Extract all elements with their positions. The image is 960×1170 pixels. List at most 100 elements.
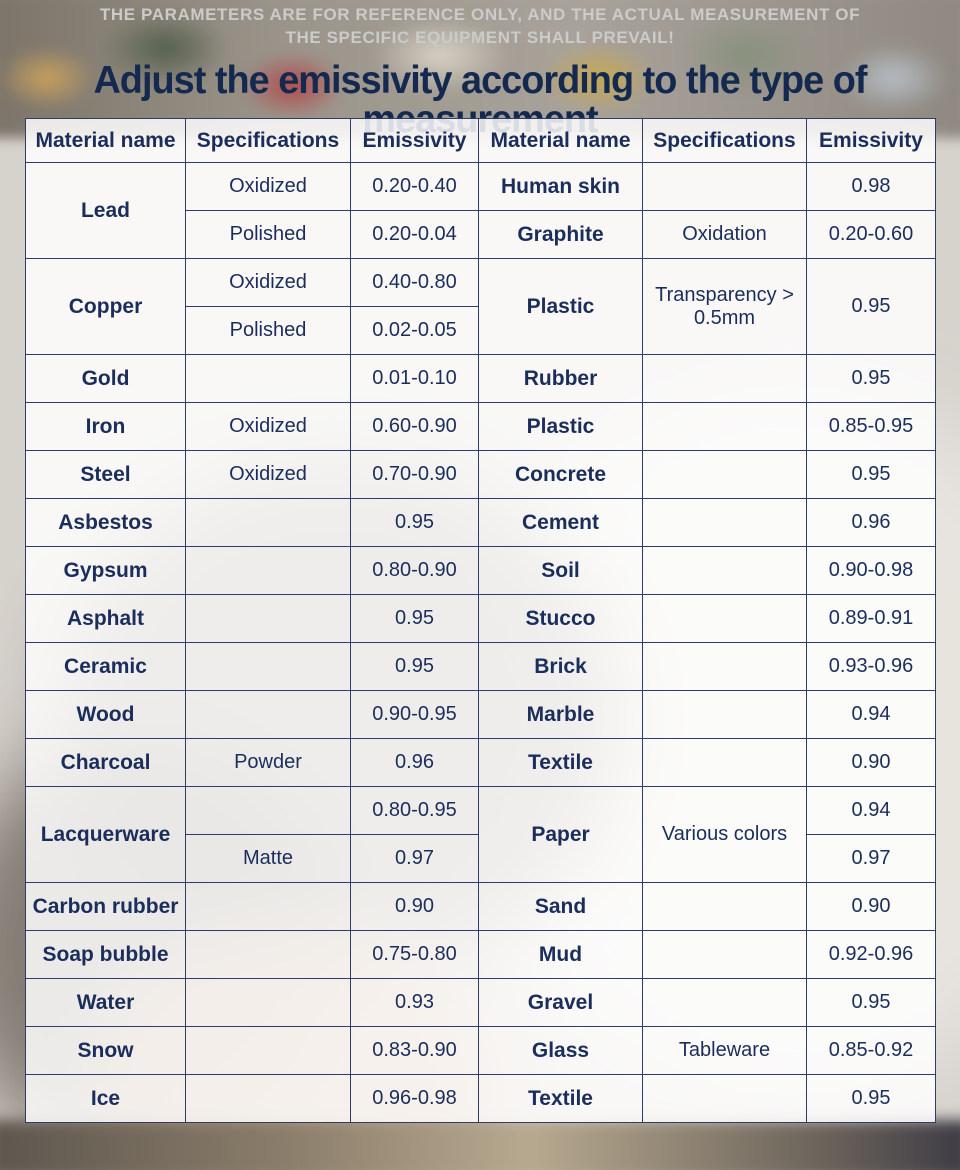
value-cell: 0.90: [806, 738, 936, 787]
value-cell: 0.83-0.90: [350, 1026, 479, 1075]
table-header-row: Material name Specifications Emissivity Mat…: [25, 118, 936, 163]
table-row: Ceramic 0.95 Brick 0.93-0.96: [25, 642, 936, 691]
table-row: Polished 0.02-0.05: [26, 306, 936, 355]
spec-cell: [642, 594, 807, 643]
spec-cell: [185, 546, 351, 595]
value-cell: 0.96-0.98: [350, 1074, 479, 1123]
spec-cell: [642, 546, 807, 595]
spec-cell: [642, 930, 807, 979]
value-cell: 0.89-0.91: [806, 594, 936, 643]
material-cell: Soil: [478, 546, 643, 595]
table-row: Asbestos 0.95 Cement 0.96: [25, 498, 936, 547]
spec-cell: [642, 402, 807, 451]
table-row: Water 0.93 Gravel 0.95: [25, 978, 936, 1027]
material-cell: Gravel: [478, 978, 643, 1027]
value-cell: 0.90-0.98: [806, 546, 936, 595]
table-row: Lead Oxidized 0.20-0.40 Human skin 0.98: [25, 162, 936, 259]
column-header: Material name: [478, 118, 643, 163]
value-cell: 0.97: [806, 834, 936, 883]
spec-cell: Oxidation: [642, 210, 807, 259]
table-row: Soap bubble 0.75-0.80 Mud 0.92-0.96: [25, 930, 936, 979]
table-row: Gypsum 0.80-0.90 Soil 0.90-0.98: [25, 546, 936, 595]
table-row: Asphalt 0.95 Stucco 0.89-0.91: [25, 594, 936, 643]
spec-cell: Tableware: [642, 1026, 807, 1075]
spec-cell: [642, 498, 807, 547]
disclaimer-line-1: THE PARAMETERS ARE FOR REFERENCE ONLY, A…: [99, 5, 861, 24]
material-cell: Steel: [25, 450, 186, 499]
table-row: Charcoal Powder 0.96 Textile 0.90: [25, 738, 936, 787]
spec-cell: Various colors: [642, 786, 807, 883]
material-cell: Ceramic: [25, 642, 186, 691]
spec-cell: [642, 978, 807, 1027]
column-header: Emissivity: [350, 118, 479, 163]
spec-cell: Polished: [185, 306, 351, 355]
material-cell: Gypsum: [25, 546, 186, 595]
material-cell: Stucco: [478, 594, 643, 643]
material-cell: Brick: [478, 642, 643, 691]
spec-cell: [185, 690, 351, 739]
value-cell: 0.95: [806, 354, 936, 403]
disclaimer: THE PARAMETERS ARE FOR REFERENCE ONLY, A…: [0, 4, 960, 50]
value-cell: 0.98: [806, 162, 936, 211]
value-cell: 0.95: [350, 642, 479, 691]
value-cell: 0.95: [806, 978, 936, 1027]
background-circuit-boards: [0, 0, 960, 138]
spec-cell: Oxidized: [185, 450, 351, 499]
material-cell: Cement: [478, 498, 643, 547]
table-row: Ice 0.96-0.98 Textile 0.95: [25, 1074, 936, 1123]
column-header: Specifications: [185, 118, 351, 163]
material-cell: Wood: [25, 690, 186, 739]
value-cell: 0.96: [350, 738, 479, 787]
material-cell: Mud: [478, 930, 643, 979]
material-cell: Graphite: [478, 210, 643, 259]
spec-cell: [642, 738, 807, 787]
value-cell: 0.95: [806, 1074, 936, 1123]
spec-cell: Polished: [185, 210, 351, 259]
value-cell: 0.95: [350, 594, 479, 643]
value-cell: 0.85-0.92: [806, 1026, 936, 1075]
material-cell: Lacquerware: [25, 786, 186, 883]
value-cell: 0.94: [806, 690, 936, 739]
table-row: Matte 0.97 0.97: [26, 834, 936, 883]
spec-cell: [185, 642, 351, 691]
spec-cell: [185, 1026, 351, 1075]
spec-cell: [642, 642, 807, 691]
emissivity-table: Material name Specifications Emissivity Mat…: [25, 118, 936, 1123]
spec-cell: [642, 1074, 807, 1123]
spec-cell: [642, 354, 807, 403]
column-header: Emissivity: [806, 118, 936, 163]
spec-cell: Oxidized: [185, 162, 351, 211]
table-row: Iron Oxidized 0.60-0.90 Plastic 0.85-0.95: [25, 402, 936, 451]
value-cell: 0.20-0.40: [350, 162, 479, 211]
material-cell: Iron: [25, 402, 186, 451]
value-cell: 0.01-0.10: [350, 354, 479, 403]
material-cell: Asphalt: [25, 594, 186, 643]
value-cell: 0.02-0.05: [350, 306, 479, 355]
material-cell: Marble: [478, 690, 643, 739]
value-cell: 0.20-0.04: [350, 210, 479, 259]
value-cell: 0.20-0.60: [806, 210, 936, 259]
table-row: Copper Oxidized 0.40-0.80 Plastic Transparen…: [25, 258, 936, 355]
table-row: Snow 0.83-0.90 Glass Tableware 0.85-0.92: [25, 1026, 936, 1075]
table-row: Steel Oxidized 0.70-0.90 Concrete 0.95: [25, 450, 936, 499]
material-cell: Glass: [478, 1026, 643, 1075]
spec-cell: Matte: [185, 834, 351, 883]
value-cell: 0.75-0.80: [350, 930, 479, 979]
spec-cell: [185, 1074, 351, 1123]
material-cell: Lead: [25, 162, 186, 259]
value-cell: 0.80-0.95: [350, 786, 479, 835]
material-cell: Carbon rubber: [25, 882, 186, 931]
material-cell: Asbestos: [25, 498, 186, 547]
value-cell: 0.93-0.96: [806, 642, 936, 691]
table-row: Gold 0.01-0.10 Rubber 0.95: [25, 354, 936, 403]
spec-cell: [185, 930, 351, 979]
spec-cell: Powder: [185, 738, 351, 787]
table-row: Carbon rubber 0.90 Sand 0.90: [25, 882, 936, 931]
material-cell: Soap bubble: [25, 930, 186, 979]
material-cell: Textile: [478, 1074, 643, 1123]
material-cell: Plastic: [478, 402, 643, 451]
material-cell: Textile: [478, 738, 643, 787]
value-cell: 0.90-0.95: [350, 690, 479, 739]
material-cell: Paper: [478, 786, 643, 883]
value-cell: 0.95: [806, 450, 936, 499]
